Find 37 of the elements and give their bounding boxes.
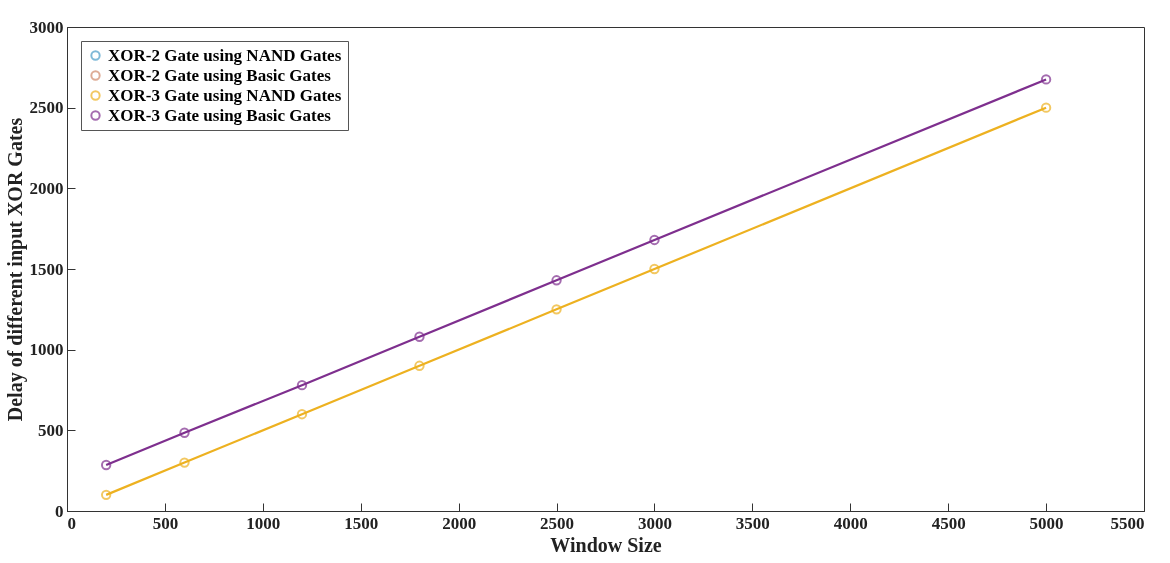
y-tick-label: 1500: [29, 259, 64, 279]
x-tick-label: 2000: [442, 513, 477, 533]
x-tick-label: 5000: [1029, 513, 1064, 533]
y-tick-label: 1000: [29, 340, 64, 360]
legend-label: XOR-3 Gate using Basic Gates: [108, 105, 332, 125]
x-tick-label: 4500: [931, 513, 966, 533]
point: [179, 457, 190, 468]
legend-label: XOR-3 Gate using NAND Gates: [108, 85, 342, 105]
x-tick-label: 2500: [540, 513, 575, 533]
point: [649, 234, 660, 246]
x-tick-label: 5500: [1110, 513, 1145, 533]
x-tick-label: 500: [152, 513, 179, 533]
y-tick-label: 3000: [29, 17, 64, 37]
y-tick-label: 2500: [29, 98, 64, 118]
point: [100, 489, 112, 501]
x-tick-label: 3500: [735, 513, 770, 533]
x-axis-title: Window Size: [550, 533, 662, 556]
point: [414, 360, 425, 371]
point: [1040, 102, 1052, 113]
y-axis-title: Delay of different input XOR Gates: [3, 117, 27, 422]
legend-label: XOR-2 Gate using NAND Gates: [108, 45, 342, 65]
x-tick-label: 1500: [344, 513, 379, 533]
x-tick-label: 4000: [833, 513, 868, 533]
point: [649, 263, 660, 275]
y-tick-label: 2000: [29, 178, 64, 198]
legend-label: XOR-2 Gate using Basic Gates: [108, 65, 332, 85]
x-tick-label: 1000: [246, 513, 281, 533]
point: [414, 331, 425, 342]
point: [551, 304, 562, 315]
point: [296, 409, 308, 420]
point: [179, 427, 190, 438]
x-tick-label: 3000: [637, 513, 672, 533]
point: [100, 459, 112, 471]
y-tick-label: 500: [38, 420, 64, 440]
point: [296, 379, 308, 391]
point: [551, 275, 562, 286]
point: [1040, 74, 1052, 85]
